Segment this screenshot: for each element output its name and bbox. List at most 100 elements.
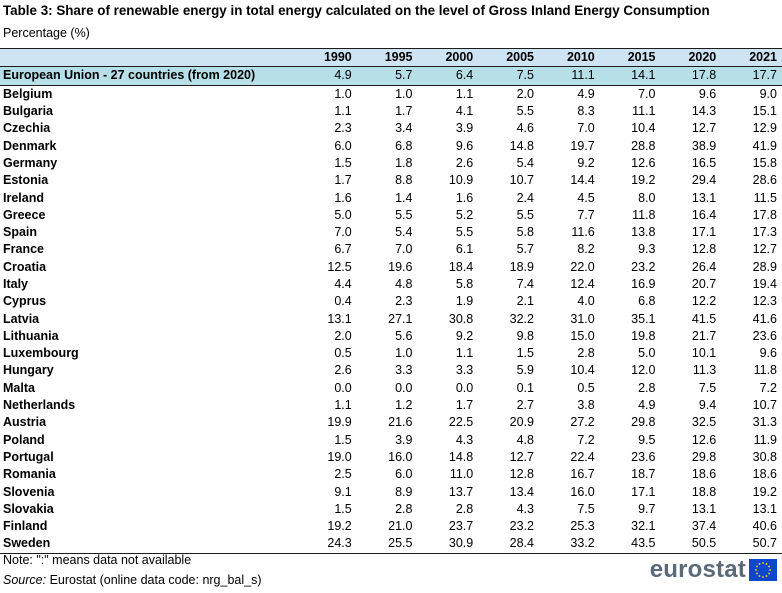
table-row: Slovakia 1.5 2.8 2.8 4.3 7.5 9.7 13.1 13.1 bbox=[0, 500, 782, 519]
value-cell: 11.3 bbox=[660, 362, 722, 380]
table-row: Slovenia 9.1 8.9 13.7 13.4 16.0 17.1 18.8 19.2 bbox=[0, 483, 782, 500]
value-cell: 9.6 bbox=[455, 138, 474, 153]
value-cell: 1.2 bbox=[356, 396, 418, 415]
value-cell: 20.7 bbox=[691, 277, 717, 291]
country-name: Ireland bbox=[0, 189, 296, 207]
column-header: 2005 bbox=[478, 47, 539, 68]
column-header: 2015 bbox=[599, 47, 661, 68]
value-cell: 2.4 bbox=[478, 189, 539, 207]
column-header: 1995 bbox=[356, 47, 418, 68]
value-cell: 4.5 bbox=[539, 189, 600, 207]
value-cell: 16.4 bbox=[691, 207, 717, 222]
table-row: Estonia 1.7 8.8 10.9 10.7 14.4 19.2 29.4 28.6 bbox=[0, 172, 782, 189]
value-cell: 2.0 bbox=[478, 85, 539, 103]
eurostat-logo: eurostat bbox=[650, 556, 777, 584]
value-cell: 1.7 bbox=[417, 396, 479, 415]
value-cell: 5.6 bbox=[356, 327, 418, 346]
value-cell: 3.8 bbox=[539, 396, 600, 415]
value-cell: 12.6 bbox=[599, 154, 661, 173]
value-cell: 1.8 bbox=[356, 154, 418, 173]
value-cell: 1.5 bbox=[296, 431, 357, 449]
value-cell: 5.5 bbox=[395, 207, 413, 222]
table-row: Netherlands 1.1 1.2 1.7 2.7 3.8 4.9 9.4 10.7 bbox=[0, 396, 782, 415]
table-row: Hungary 2.6 3.3 3.3 5.9 10.4 12.0 11.3 11.8 bbox=[0, 362, 782, 380]
value-cell: 0.5 bbox=[334, 346, 352, 361]
value-cell: 12.6 bbox=[660, 431, 722, 449]
value-cell: 4.1 bbox=[455, 104, 474, 119]
value-cell: 7.2 bbox=[759, 380, 777, 395]
source-label: Source: bbox=[3, 573, 47, 587]
value-cell: 1.1 bbox=[455, 346, 474, 361]
flag-star bbox=[768, 565, 770, 568]
table-row: Austria 19.9 21.6 22.5 20.9 27.2 29.8 32.5 31.3 bbox=[0, 414, 782, 431]
table-title: Table 3: Share of renewable energy in to… bbox=[3, 3, 710, 18]
flag-star bbox=[762, 576, 764, 578]
value-cell: 29.8 bbox=[631, 415, 656, 430]
value-cell: 1.5 bbox=[516, 346, 534, 361]
value-cell: 28.9 bbox=[721, 258, 782, 276]
value-cell: 10.9 bbox=[448, 173, 474, 188]
value-cell: 12.7 bbox=[660, 120, 722, 138]
value-cell: 19.9 bbox=[327, 415, 352, 430]
value-cell: 41.5 bbox=[691, 311, 717, 326]
value-cell: 22.4 bbox=[570, 449, 595, 464]
value-cell: 10.4 bbox=[539, 362, 600, 380]
value-cell: 31.3 bbox=[752, 415, 777, 430]
value-cell: 16.0 bbox=[570, 484, 595, 499]
value-cell: 21.6 bbox=[388, 415, 413, 430]
value-cell: 2.3 bbox=[296, 120, 357, 138]
value-cell: 18.6 bbox=[660, 466, 722, 484]
value-cell: 14.3 bbox=[691, 104, 717, 119]
country-name: Portugal bbox=[3, 449, 54, 464]
flag-star bbox=[765, 575, 768, 577]
value-cell: 32.2 bbox=[509, 311, 534, 326]
value-cell: 1.0 bbox=[395, 346, 413, 361]
flag-star bbox=[758, 575, 761, 577]
flag-star bbox=[755, 569, 757, 571]
value-cell: 30.8 bbox=[752, 449, 777, 464]
value-cell: 15.8 bbox=[721, 154, 782, 173]
value-cell: 23.7 bbox=[448, 519, 474, 534]
country-name: Poland bbox=[0, 431, 296, 449]
aggregate-cell: 4.9 bbox=[296, 66, 357, 86]
value-cell: 7.5 bbox=[539, 500, 600, 519]
value-cell: 7.2 bbox=[539, 431, 600, 449]
country-name: Greece bbox=[3, 207, 46, 222]
value-cell: 8.9 bbox=[395, 484, 413, 499]
aggregate-cell: 7.5 bbox=[478, 66, 539, 86]
aggregate-cell: 14.1 bbox=[599, 66, 661, 86]
value-cell: 18.7 bbox=[599, 466, 661, 484]
value-cell: 5.8 bbox=[455, 277, 474, 291]
flag-star bbox=[768, 572, 770, 575]
country-name: Netherlands bbox=[0, 396, 296, 415]
table-row: Finland 19.2 21.0 23.7 23.2 25.3 32.1 37.4 40.6 bbox=[0, 518, 782, 535]
value-cell: 12.5 bbox=[296, 258, 357, 276]
value-cell: 27.2 bbox=[570, 415, 595, 430]
table-row: Germany 1.5 1.8 2.6 5.4 9.2 12.6 16.5 15.8 bbox=[0, 154, 782, 173]
value-cell: 12.7 bbox=[509, 449, 534, 464]
value-cell: 1.6 bbox=[417, 189, 479, 207]
value-cell: 9.6 bbox=[660, 85, 722, 103]
value-cell: 4.6 bbox=[478, 120, 539, 138]
value-cell: 8.0 bbox=[599, 189, 661, 207]
value-cell: 1.7 bbox=[334, 173, 352, 188]
value-cell: 6.8 bbox=[395, 138, 413, 153]
value-cell: 14.8 bbox=[448, 449, 474, 464]
aggregate-cell: 17.7 bbox=[721, 66, 782, 86]
value-cell: 16.9 bbox=[631, 277, 656, 291]
value-cell: 4.8 bbox=[478, 431, 539, 449]
value-cell: 18.6 bbox=[721, 466, 782, 484]
country-name: Sweden bbox=[0, 535, 296, 554]
aggregate-label: European Union - 27 countries (from 2020… bbox=[0, 66, 296, 86]
value-cell: 16.7 bbox=[539, 466, 600, 484]
table-row: Denmark 6.0 6.8 9.6 14.8 19.7 28.8 38.9 41.9 bbox=[0, 137, 782, 154]
country-name: Czechia bbox=[0, 120, 296, 138]
country-name: Slovenia bbox=[3, 484, 55, 499]
value-cell: 11.8 bbox=[721, 362, 782, 380]
country-name: Austria bbox=[3, 415, 47, 430]
country-name: Spain bbox=[0, 223, 296, 242]
value-cell: 19.6 bbox=[356, 258, 418, 276]
value-cell: 1.9 bbox=[417, 293, 479, 311]
value-cell: 40.6 bbox=[752, 519, 777, 534]
table-row: Malta 0.0 0.0 0.0 0.1 0.5 2.8 7.5 7.2 bbox=[0, 380, 782, 397]
